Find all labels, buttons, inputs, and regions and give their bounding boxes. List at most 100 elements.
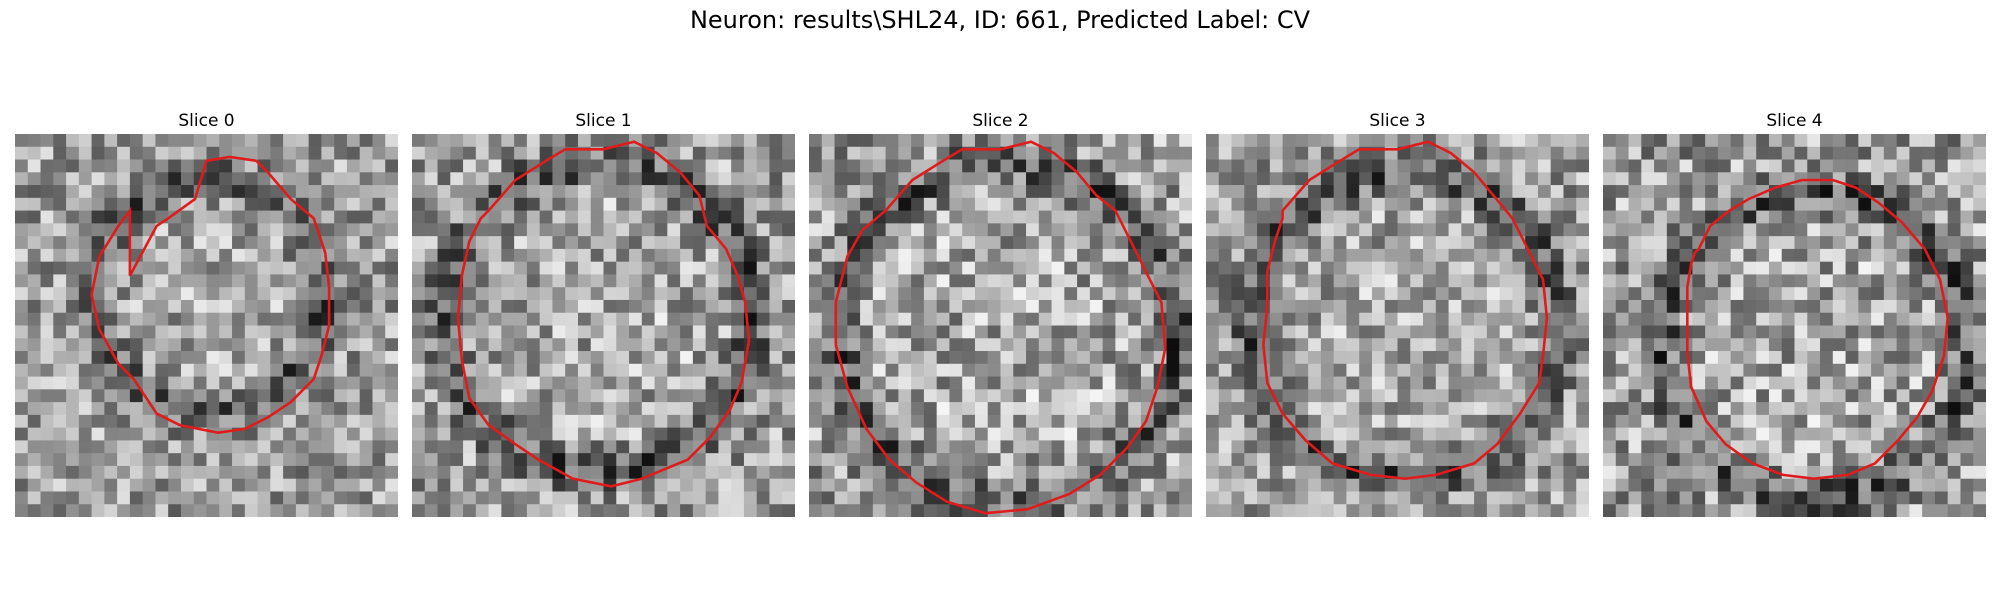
image-pixel [1499,299,1513,314]
image-pixel [412,351,426,365]
image-pixel [1512,376,1526,390]
image-pixel [1333,134,1348,148]
image-pixel [1628,287,1642,301]
image-pixel [334,504,348,517]
image-pixel [1832,236,1847,250]
image-pixel [539,197,554,212]
image-pixel [1512,363,1526,378]
image-pixel [1128,261,1142,276]
image-pixel [821,478,836,493]
image-pixel [552,427,566,441]
image-pixel [1654,312,1668,327]
image-pixel [91,236,105,250]
image-pixel [834,146,848,161]
image-pixel [334,351,348,365]
image-pixel [1410,210,1424,224]
image-pixel [1077,351,1091,365]
image-pixel [1231,351,1245,365]
image-pixel [1128,351,1142,365]
image-pixel [552,325,566,339]
image-pixel [705,172,719,186]
image-pixel [1179,159,1192,173]
image-pixel [1654,504,1668,517]
image-pixel [1717,414,1732,429]
image-pixel [962,427,976,441]
image-pixel [501,363,515,378]
image-pixel [1576,172,1589,186]
image-pixel [27,440,42,454]
image-pixel [526,223,541,237]
image-pixel [577,427,592,441]
image-pixel [514,159,528,173]
image-pixel [346,351,361,365]
image-pixel [270,210,284,224]
image-pixel [53,312,67,327]
image-pixel [1525,491,1539,505]
image-pixel [1089,338,1104,352]
image-pixel [565,325,579,339]
image-pixel [1333,402,1348,416]
image-pixel [603,402,617,416]
image-pixel [1461,299,1475,314]
image-pixel [129,440,144,454]
image-pixel [1282,287,1296,301]
image-pixel [667,440,681,454]
image-pixel [692,389,707,403]
image-pixel [1512,185,1526,199]
image-pixel [1359,223,1373,237]
image-pixel [718,236,732,250]
image-pixel [1038,159,1053,173]
image-pixel [552,402,566,416]
image-pixel [1064,134,1078,148]
image-pixel [346,402,361,416]
image-pixel [1832,363,1847,378]
image-pixel [1883,172,1898,186]
image-pixel [1768,312,1783,327]
image-pixel [1820,236,1834,250]
image-pixel [821,274,836,288]
image-pixel [590,453,605,467]
image-pixel [731,453,745,467]
image-pixel [1563,389,1577,403]
image-pixel [180,389,195,403]
image-pixel [1947,504,1962,517]
image-pixel [1013,376,1027,390]
image-pixel [1654,325,1668,339]
figure-title: Neuron: results\SHL24, ID: 661, Predicte… [689,6,1311,34]
image-pixel [1666,351,1681,365]
image-pixel [475,491,490,505]
image-pixel [1474,312,1488,327]
image-pixel [232,236,246,250]
image-pixel [565,210,579,224]
image-pixel [1909,389,1923,403]
image-pixel [1179,146,1192,161]
image-pixel [1615,248,1630,263]
image-pixel [1461,134,1475,148]
image-pixel [1282,351,1296,365]
image-pixel [756,325,771,339]
image-pixel [1820,376,1834,390]
image-pixel [1448,146,1462,161]
image-pixel [78,236,93,250]
image-pixel [898,210,912,224]
image-pixel [1410,299,1424,314]
image-pixel [168,325,182,339]
image-pixel [1077,261,1091,276]
image-pixel [1768,414,1783,429]
image-pixel [1883,465,1898,480]
image-pixel [1743,146,1757,161]
image-pixel [1832,338,1847,352]
cell-contour [834,140,1167,515]
image-pixel [667,248,681,263]
image-pixel [860,236,874,250]
image-pixel [334,491,348,505]
image-pixel [885,172,899,186]
image-pixel [565,185,579,199]
image-pixel [193,146,208,161]
image-pixel [1730,134,1745,148]
image-pixel [372,146,386,161]
image-pixel [565,491,579,505]
image-pixel [270,159,284,173]
image-pixel [372,504,386,517]
image-pixel [1934,210,1949,224]
